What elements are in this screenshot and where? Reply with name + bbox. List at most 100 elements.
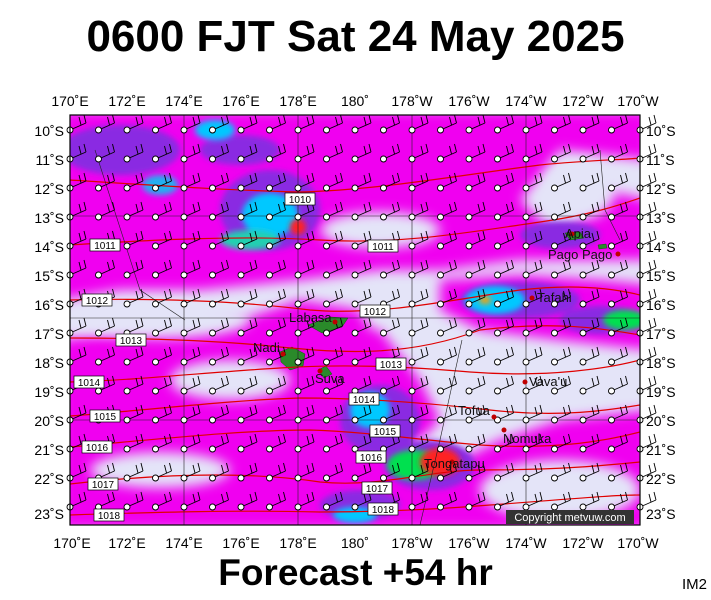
place-apia: Apia: [565, 226, 592, 241]
wind-station: [323, 114, 343, 134]
wind-station: [494, 172, 514, 192]
lon-tick: 180˚: [341, 535, 369, 551]
wind-station: [266, 201, 286, 221]
wind-station: [237, 201, 258, 221]
wind-station: [380, 172, 400, 192]
isobar-label: 1015: [369, 424, 401, 438]
lon-tick: 176˚W: [448, 535, 490, 551]
wind-station: [608, 462, 628, 482]
wind-station: [237, 259, 258, 279]
lon-tick: 170˚E: [53, 535, 90, 551]
svg-text:1017: 1017: [92, 480, 115, 491]
wind-station: [437, 491, 457, 511]
wind-station: [237, 462, 258, 482]
wind-station: [180, 143, 201, 163]
isobar-label: 1017: [361, 481, 393, 495]
wind-station: [437, 143, 457, 163]
wind-station: [408, 346, 429, 366]
wind-station: [351, 172, 372, 192]
wind-station: [266, 259, 286, 279]
wind-station: [579, 143, 600, 163]
wind-station: [351, 288, 372, 308]
wind-station: [152, 288, 172, 308]
wind-station: [494, 288, 514, 308]
wind-station: [551, 230, 571, 250]
wind-station: [351, 114, 372, 134]
wind-station: [237, 317, 258, 337]
wind-station: [551, 201, 571, 221]
wind-station: [323, 433, 343, 453]
lat-tick: 15˚S: [646, 268, 676, 284]
wind-station: [494, 462, 514, 482]
wind-station: [579, 288, 600, 308]
wind-station: [266, 230, 286, 250]
wind-station: [579, 404, 600, 424]
lat-tick: 11˚S: [646, 152, 675, 168]
lat-tick: 17˚S: [34, 326, 64, 342]
lat-tick: 20˚S: [34, 413, 64, 429]
wind-station: [351, 375, 372, 395]
lon-tick: 170˚W: [617, 93, 659, 109]
wind-station: [380, 201, 400, 221]
wind-station: [123, 172, 144, 192]
wind-station: [323, 230, 343, 250]
wind-station: [494, 346, 514, 366]
wind-station: [608, 317, 628, 337]
wind-station: [152, 404, 172, 424]
wind-station: [579, 375, 600, 395]
wind-station: [408, 143, 429, 163]
wind-station: [180, 259, 201, 279]
wind-station: [522, 201, 543, 221]
wind-station: [209, 143, 229, 163]
wind-station: [408, 375, 429, 395]
lat-tick: 20˚S: [646, 413, 676, 429]
wind-station: [522, 462, 543, 482]
wind-station: [551, 317, 571, 337]
isobar-label: 1018: [93, 508, 125, 522]
wind-station: [494, 317, 514, 337]
wind-station: [123, 143, 144, 163]
wind-station: [152, 230, 172, 250]
wind-station: [579, 201, 600, 221]
wind-station: [237, 172, 258, 192]
wind-station: [465, 114, 486, 134]
wind-station: [437, 433, 457, 453]
wind-station: [608, 433, 628, 453]
wind-station: [380, 375, 400, 395]
wind-station: [180, 201, 201, 221]
wind-station: [494, 259, 514, 279]
wind-station: [323, 288, 343, 308]
wind-station: [266, 172, 286, 192]
lon-tick: 174˚W: [505, 93, 547, 109]
isobar-label: 1012: [81, 293, 113, 307]
isobar-label: 1012: [359, 304, 391, 318]
wind-station: [351, 317, 372, 337]
wind-station: [465, 404, 486, 424]
wind-station: [266, 491, 286, 511]
wind-station: [465, 375, 486, 395]
map-title: 0600 FJT Sat 24 May 2025: [86, 12, 625, 61]
wind-station: [294, 259, 315, 279]
lat-tick: 22˚S: [34, 471, 64, 487]
wind-station: [294, 317, 315, 337]
wind-station: [209, 491, 229, 511]
isobar-label: 1014: [73, 375, 105, 389]
wind-station: [551, 433, 571, 453]
wind-station: [152, 433, 172, 453]
lon-tick: 178˚E: [279, 93, 316, 109]
wind-station: [180, 288, 201, 308]
lat-tick: 21˚S: [34, 442, 64, 458]
lon-tick: 176˚W: [448, 93, 490, 109]
wind-station: [408, 114, 429, 134]
wind-station: [522, 404, 543, 424]
wind-station: [437, 114, 457, 134]
svg-text:1012: 1012: [86, 296, 109, 307]
wind-station: [323, 172, 343, 192]
wind-station: [437, 375, 457, 395]
wind-station: [522, 143, 543, 163]
place-labels: Apia Pago Pago Tafahi Labasa Nadi Suva V…: [253, 226, 621, 471]
place-pago-pago: Pago Pago: [548, 247, 612, 262]
lon-tick: 176˚E: [222, 93, 259, 109]
wind-station: [579, 230, 600, 250]
wind-station: [95, 346, 115, 366]
